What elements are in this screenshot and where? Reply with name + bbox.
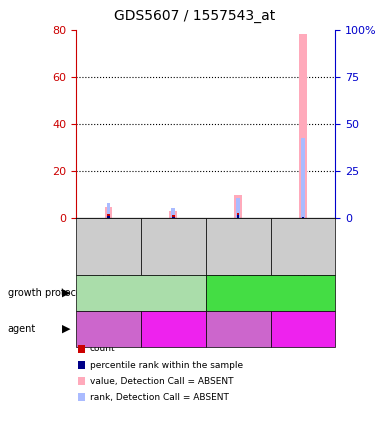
Bar — [237, 215, 239, 218]
Text: sponge-type collagen
scaffold: sponge-type collagen scaffold — [99, 283, 182, 302]
Text: control: control — [160, 324, 187, 333]
Text: agent: agent — [8, 324, 36, 334]
Bar — [106, 203, 110, 218]
Bar — [234, 195, 242, 218]
Bar — [236, 198, 240, 218]
Text: GDS5607 / 1557543_at: GDS5607 / 1557543_at — [114, 9, 276, 23]
Text: platelet-deriv
ed growth
factor-BB: platelet-deriv ed growth factor-BB — [83, 314, 135, 344]
Text: ▶: ▶ — [62, 288, 71, 298]
Bar — [237, 213, 239, 218]
Text: platelet-deriv
ed growth
factor-BB: platelet-deriv ed growth factor-BB — [212, 314, 264, 344]
Text: ▶: ▶ — [62, 324, 71, 334]
Text: rank, Detection Call = ABSENT: rank, Detection Call = ABSENT — [90, 393, 229, 402]
Text: count: count — [90, 344, 115, 354]
Bar — [172, 215, 175, 218]
Text: growth protocol: growth protocol — [8, 288, 84, 298]
Bar — [107, 216, 110, 218]
Text: control: control — [290, 324, 316, 333]
Bar — [172, 217, 175, 218]
Bar — [301, 138, 305, 218]
Bar — [299, 34, 307, 218]
Bar — [171, 209, 175, 218]
Text: GSM1501970: GSM1501970 — [298, 216, 307, 277]
Text: GSM1501969: GSM1501969 — [104, 216, 113, 277]
Bar — [302, 217, 304, 218]
Text: GSM1501968: GSM1501968 — [169, 216, 178, 277]
Bar — [107, 214, 110, 218]
Text: gel-type collagen
scaffold: gel-type collagen scaffold — [238, 283, 304, 302]
Bar — [169, 211, 177, 218]
Text: percentile rank within the sample: percentile rank within the sample — [90, 360, 243, 370]
Bar — [105, 207, 112, 218]
Text: value, Detection Call = ABSENT: value, Detection Call = ABSENT — [90, 376, 233, 386]
Bar — [302, 217, 304, 218]
Text: GSM1501971: GSM1501971 — [234, 216, 243, 277]
